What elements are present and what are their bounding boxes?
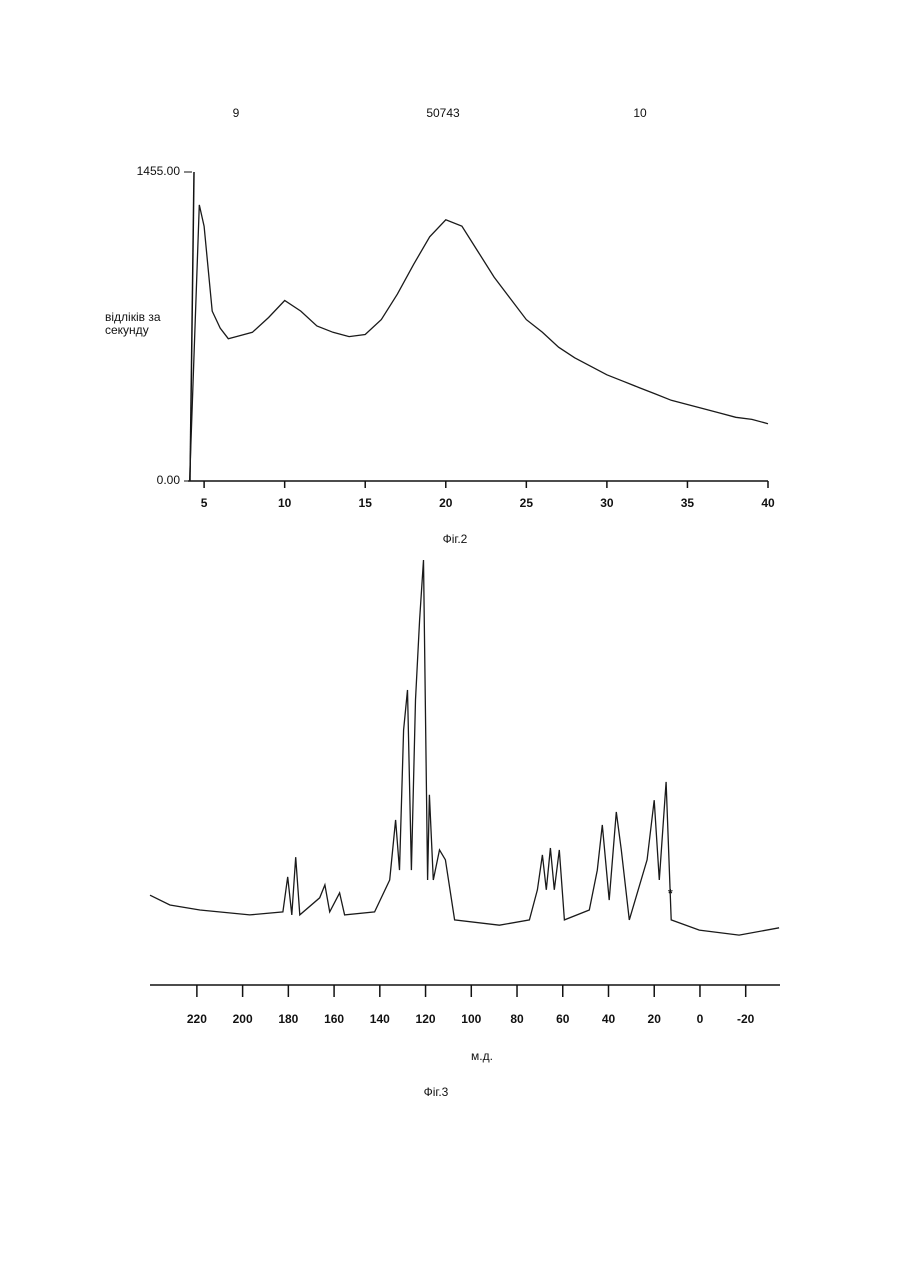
x-tick-label: 80 <box>510 1012 524 1026</box>
x-tick-label: 40 <box>761 496 775 510</box>
x-tick-label: 220 <box>187 1012 207 1026</box>
data-line <box>150 560 779 935</box>
figure-caption: Фіг.2 <box>443 532 468 546</box>
x-tick-label: 140 <box>370 1012 390 1026</box>
x-tick-label: 60 <box>556 1012 570 1026</box>
x-tick-label: 40 <box>602 1012 616 1026</box>
x-tick-label: 5 <box>201 496 208 510</box>
figure-caption: Фіг.3 <box>424 1085 449 1099</box>
page: 9 50743 10 5 10 15 20 25 30 35 40 0.00 1455.00 від… <box>0 0 900 1274</box>
x-tick-label: 15 <box>359 496 373 510</box>
y-tick-label: 0.00 <box>157 473 181 487</box>
annotation: * <box>668 887 673 901</box>
y-axis-label: відліків за <box>105 310 161 324</box>
x-tick-label: 25 <box>520 496 534 510</box>
x-tick-label: 160 <box>324 1012 344 1026</box>
x-tick-label: 180 <box>278 1012 298 1026</box>
y-axis-label: секунду <box>105 323 149 337</box>
data-line <box>190 205 768 481</box>
x-tick-label: 10 <box>278 496 292 510</box>
x-axis-label: м.д. <box>471 1049 493 1063</box>
x-tick-label: 100 <box>461 1012 481 1026</box>
x-tick-label: 0 <box>697 1012 704 1026</box>
page-number: 9 <box>233 106 240 120</box>
x-tick-label: 30 <box>600 496 614 510</box>
patent-number: 50743 <box>426 106 460 120</box>
x-tick-label: 20 <box>648 1012 662 1026</box>
y-tick-label: 1455.00 <box>137 164 181 178</box>
x-tick-label: 200 <box>233 1012 253 1026</box>
x-tick-label: -20 <box>737 1012 755 1026</box>
x-tick-label: 20 <box>439 496 453 510</box>
page-number: 10 <box>633 106 647 120</box>
x-tick-label: 120 <box>416 1012 436 1026</box>
x-tick-label: 35 <box>681 496 695 510</box>
